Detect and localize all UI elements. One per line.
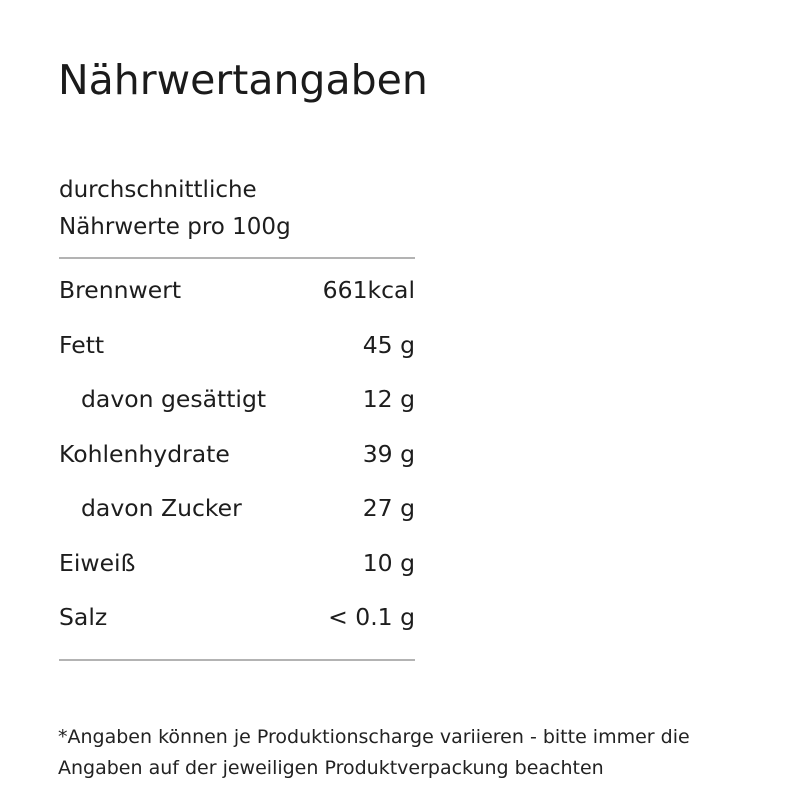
row-value: 45 g [362,330,415,359]
row-label: Eiweiß [59,548,136,577]
row-label: Kohlenhydrate [59,439,230,468]
row-label: Salz [59,603,108,632]
row-value: 12 g [362,385,415,414]
table-row: Kohlenhydrate 39 g [59,427,415,482]
table-row: davon Zucker 27 g [59,481,415,536]
row-value: 39 g [362,439,415,468]
row-label: davon Zucker [81,494,242,523]
nutrition-rows: Brennwert 661kcal Fett 45 g davon gesätt… [59,259,415,659]
page-title: Nährwertangaben [58,56,428,104]
row-value: < 0.1 g [328,603,415,632]
table-top-rule [59,257,415,259]
disclaimer-footnote: *Angaben können je Produktionscharge var… [58,726,690,779]
row-value: 661kcal [322,276,415,305]
nutrition-table-header: durchschnittliche Nährwerte pro 100g [59,177,291,240]
row-label: Fett [59,330,105,359]
table-row: Eiweiß 10 g [59,536,415,591]
row-value: 10 g [362,548,415,577]
row-label: davon gesättigt [81,385,267,414]
row-label: Brennwert [59,276,182,305]
table-row: davon gesättigt 12 g [59,372,415,427]
table-row: Brennwert 661kcal [59,263,415,318]
row-value: 27 g [362,494,415,523]
nutrition-table: Brennwert 661kcal Fett 45 g davon gesätt… [59,257,415,661]
table-row: Salz < 0.1 g [59,590,415,645]
table-bottom-rule [59,658,415,661]
table-row: Fett 45 g [59,318,415,373]
